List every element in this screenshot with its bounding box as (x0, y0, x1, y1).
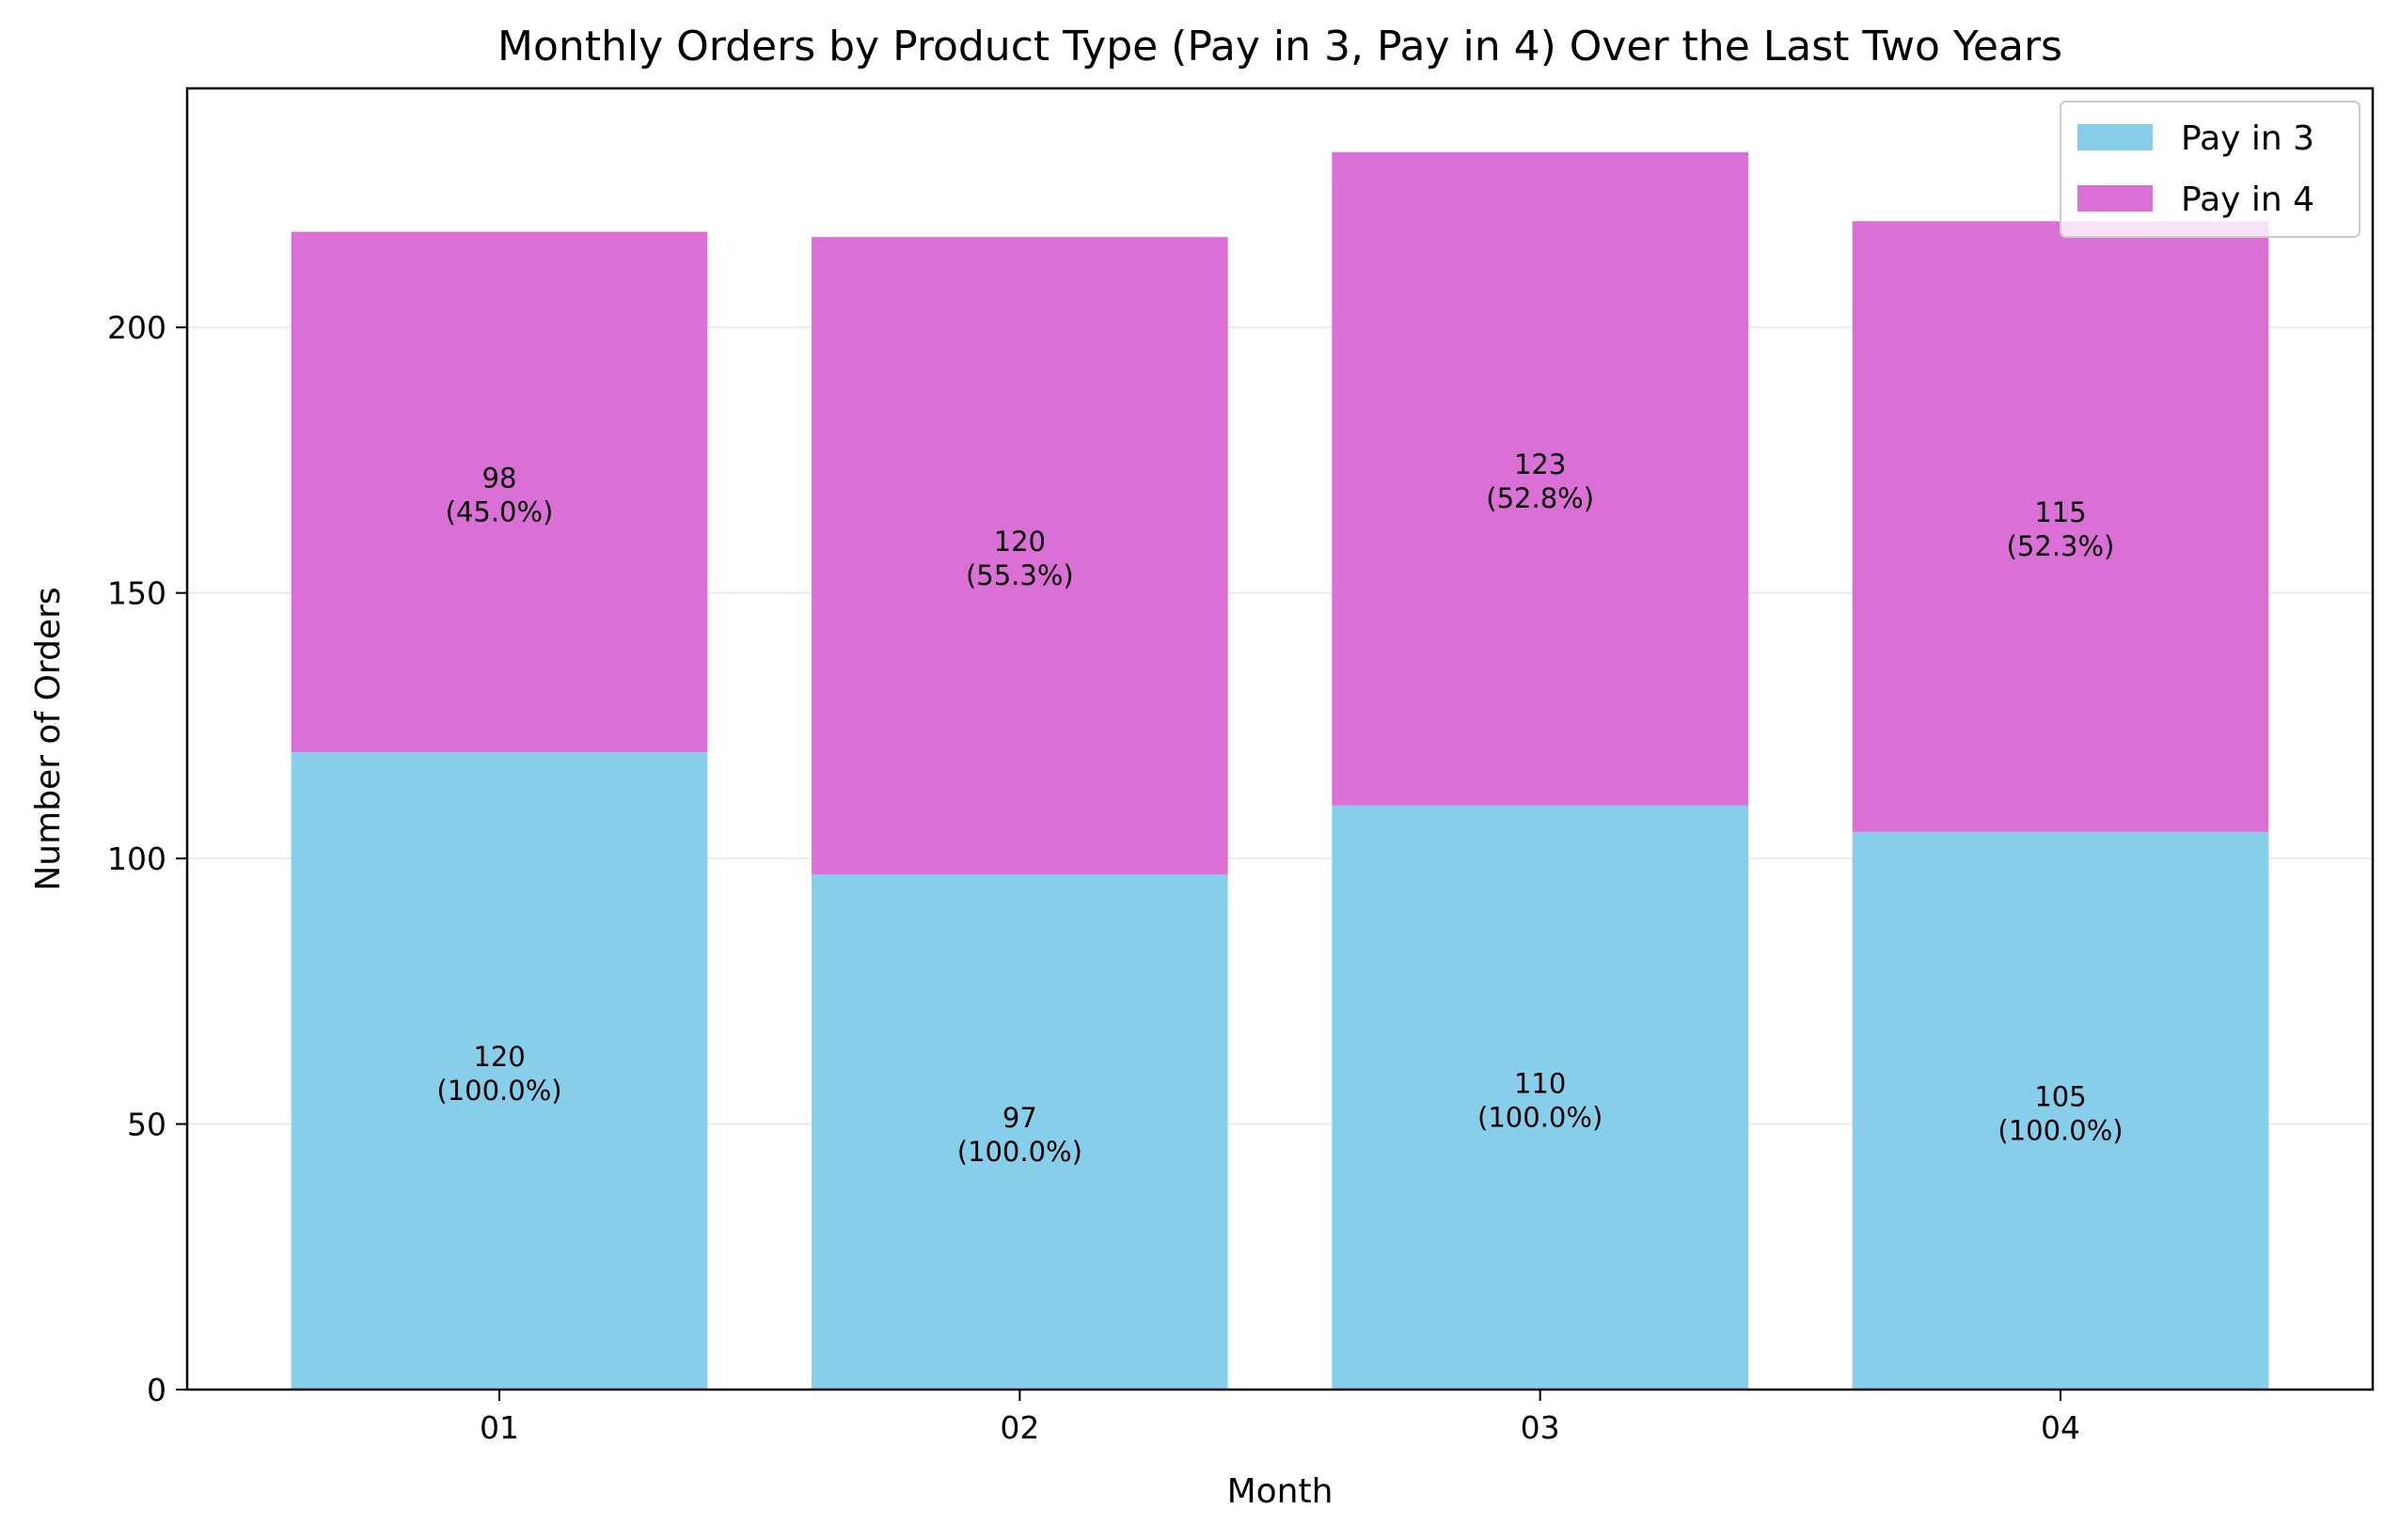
data-label-percent: (55.3%) (966, 559, 1074, 591)
x-tick-label: 01 (480, 1409, 519, 1446)
chart-title: Monthly Orders by Product Type (Pay in 3… (497, 23, 2062, 71)
bar-segment-1 (1332, 805, 1748, 1390)
y-tick-label: 150 (107, 575, 166, 612)
data-label-value: 115 (2034, 496, 2086, 528)
legend-label: Pay in 4 (2181, 181, 2314, 219)
bars (291, 151, 2269, 1390)
data-label-percent: (45.0%) (446, 495, 554, 527)
x-axis-label: Month (1227, 1472, 1334, 1511)
data-labels: 120(100.0%)98(45.0%)97(100.0%)120(55.3%)… (436, 448, 2123, 1168)
y-tick-label: 200 (107, 309, 166, 346)
bar-segment-2 (291, 231, 708, 753)
data-label-value: 110 (1514, 1067, 1566, 1099)
legend-label: Pay in 3 (2181, 119, 2314, 158)
data-label-percent: (100.0%) (1477, 1101, 1603, 1133)
bar-segment-2 (1852, 221, 2269, 832)
y-tick-label: 100 (107, 841, 166, 877)
bar-segment-1 (812, 874, 1228, 1390)
y-tick-label: 0 (147, 1372, 166, 1408)
data-label-value: 120 (473, 1041, 525, 1073)
bar-segment-1 (291, 752, 708, 1390)
x-tick-label: 04 (2041, 1409, 2080, 1446)
y-axis-label: Number of Orders (29, 587, 68, 890)
bar-segment-2 (812, 237, 1228, 875)
bar-segment-2 (1332, 151, 1748, 806)
axes: 0 50 100 150 200 01 02 03 04 (107, 309, 2080, 1446)
data-label-percent: (100.0%) (1997, 1114, 2123, 1146)
data-label-value: 120 (994, 526, 1046, 558)
legend: Pay in 3 Pay in 4 (2060, 101, 2361, 238)
bar-segment-1 (1852, 831, 2269, 1390)
data-label-percent: (52.3%) (2007, 530, 2115, 562)
data-label-percent: (100.0%) (436, 1075, 561, 1107)
legend-swatch (2077, 124, 2153, 150)
legend-swatch (2077, 185, 2153, 212)
data-label-percent: (100.0%) (957, 1136, 1082, 1168)
y-tick-label: 50 (127, 1107, 166, 1143)
x-tick-label: 03 (1521, 1409, 1560, 1446)
data-label-value: 97 (1003, 1102, 1037, 1134)
data-label-value: 105 (2034, 1080, 2086, 1112)
data-label-percent: (52.8%) (1486, 482, 1594, 514)
plot-frame (185, 86, 2375, 1391)
data-label-value: 98 (482, 462, 517, 494)
data-label-value: 123 (1514, 448, 1566, 480)
x-tick-label: 02 (1000, 1409, 1039, 1446)
